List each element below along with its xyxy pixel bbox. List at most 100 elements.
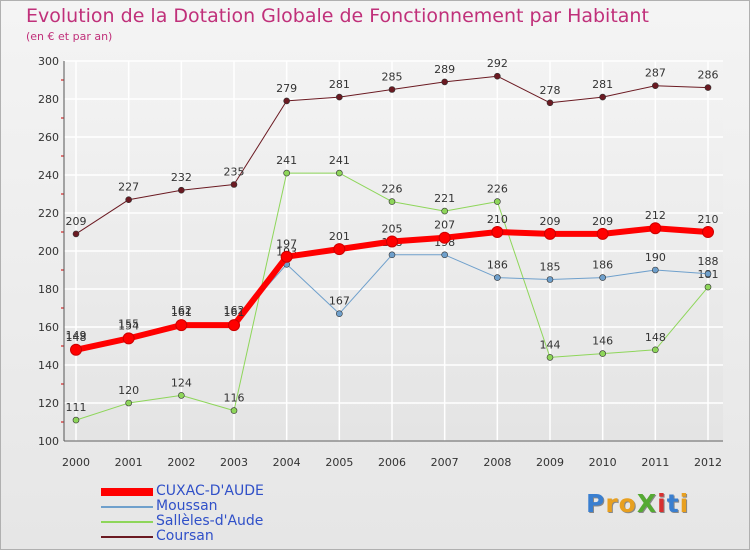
- chart-subtitle: (en € et par an): [26, 30, 113, 43]
- data-point-cuxac-d-aude: [544, 227, 556, 240]
- data-label-coursan: 285: [382, 71, 403, 84]
- data-label-coursan: 281: [592, 78, 613, 91]
- data-label-sall-les-d-aude: 124: [171, 376, 192, 389]
- data-point-moussan: [388, 251, 396, 259]
- data-point-sall-les-d-aude: [72, 416, 80, 424]
- data-label-coursan: 235: [224, 166, 245, 179]
- x-tick-label: 2001: [115, 456, 143, 469]
- data-point-sall-les-d-aude: [230, 407, 238, 414]
- x-tick-label: 2011: [641, 456, 669, 469]
- legend-label: Moussan: [156, 498, 218, 514]
- data-point-coursan: [494, 72, 501, 80]
- data-label-sall-les-d-aude: 226: [487, 183, 508, 196]
- data-point-moussan: [336, 310, 343, 318]
- data-label-sall-les-d-aude: 120: [118, 384, 139, 397]
- data-point-sall-les-d-aude: [652, 346, 659, 354]
- data-point-sall-les-d-aude: [388, 198, 396, 205]
- data-label-moussan: 167: [329, 295, 350, 308]
- proxiti-logo: ProXiti: [586, 489, 689, 518]
- x-tick-label: 2005: [325, 456, 353, 469]
- data-point-sall-les-d-aude: [336, 169, 343, 177]
- data-label-sall-les-d-aude: 146: [592, 335, 613, 348]
- data-label-moussan: 186: [487, 259, 508, 272]
- data-label-cuxac-d-aude: 209: [540, 215, 561, 228]
- legend-swatch: [101, 520, 153, 523]
- data-point-coursan: [546, 99, 554, 107]
- data-point-moussan: [599, 274, 606, 281]
- data-label-cuxac-d-aude: 201: [329, 230, 350, 243]
- x-tick-label: 2004: [273, 456, 301, 469]
- data-label-sall-les-d-aude: 226: [382, 183, 403, 196]
- data-point-coursan: [230, 181, 238, 188]
- data-point-coursan: [72, 230, 80, 238]
- data-point-cuxac-d-aude: [228, 319, 240, 332]
- y-tick-label: 300: [38, 55, 59, 68]
- data-point-coursan: [388, 86, 396, 93]
- data-point-cuxac-d-aude: [122, 332, 135, 345]
- data-label-cuxac-d-aude: 161: [171, 306, 192, 319]
- data-label-coursan: 286: [698, 69, 719, 82]
- y-tick-label: 260: [38, 131, 59, 144]
- data-label-cuxac-d-aude: 161: [224, 306, 245, 319]
- data-point-coursan: [704, 84, 712, 91]
- x-tick-label: 2009: [536, 456, 564, 469]
- data-point-coursan: [652, 82, 659, 89]
- data-point-sall-les-d-aude: [178, 392, 185, 399]
- logo-letter: t: [666, 489, 680, 518]
- data-point-moussan: [494, 274, 501, 281]
- data-label-coursan: 232: [171, 171, 192, 184]
- logo-letter: r: [605, 489, 619, 518]
- data-label-cuxac-d-aude: 148: [66, 331, 87, 344]
- x-tick-label: 2000: [62, 456, 90, 469]
- data-label-coursan: 278: [540, 84, 561, 97]
- data-point-coursan: [599, 93, 606, 101]
- legend-swatch: [101, 535, 153, 538]
- data-point-coursan: [125, 196, 132, 203]
- legend-label: Sallèles-d'Aude: [156, 513, 264, 529]
- data-point-cuxac-d-aude: [491, 226, 504, 238]
- logo-letter: P: [586, 489, 606, 518]
- data-point-moussan: [652, 266, 659, 274]
- data-point-sall-les-d-aude: [704, 283, 712, 291]
- logo-letter: i: [657, 489, 667, 518]
- data-label-sall-les-d-aude: 221: [434, 192, 455, 205]
- data-label-moussan: 190: [645, 251, 666, 264]
- data-label-sall-les-d-aude: 241: [276, 154, 297, 167]
- data-point-coursan: [283, 97, 290, 105]
- data-label-coursan: 227: [118, 181, 139, 194]
- data-label-coursan: 279: [276, 82, 297, 95]
- data-point-coursan: [178, 186, 185, 194]
- y-tick-label: 120: [38, 397, 59, 410]
- data-point-coursan: [441, 78, 448, 86]
- data-point-cuxac-d-aude: [386, 235, 398, 248]
- x-tick-label: 2007: [431, 456, 459, 469]
- legend-item-coursan: Coursan: [101, 529, 264, 544]
- data-point-sall-les-d-aude: [599, 350, 606, 357]
- data-point-moussan: [441, 251, 448, 259]
- y-tick-label: 140: [38, 359, 59, 372]
- data-label-moussan: 185: [540, 261, 561, 274]
- y-tick-label: 180: [38, 283, 59, 296]
- data-label-cuxac-d-aude: 205: [382, 223, 403, 236]
- data-point-sall-les-d-aude: [283, 169, 290, 177]
- y-tick-label: 100: [38, 435, 59, 448]
- y-tick-label: 200: [38, 245, 59, 258]
- data-label-moussan: 149: [66, 329, 87, 342]
- data-label-sall-les-d-aude: 111: [66, 401, 87, 414]
- data-label-moussan: 155: [118, 318, 139, 331]
- data-point-cuxac-d-aude: [596, 227, 609, 240]
- legend-label: Coursan: [156, 528, 214, 544]
- data-label-sall-les-d-aude: 148: [645, 331, 666, 344]
- legend-label: CUXAC-D'AUDE: [156, 483, 264, 499]
- legend-swatch: [101, 505, 153, 508]
- data-point-cuxac-d-aude: [649, 222, 662, 235]
- x-tick-label: 2010: [589, 456, 617, 469]
- data-point-sall-les-d-aude: [125, 399, 132, 407]
- chart-legend: CUXAC-D'AUDE Moussan Sallèles-d'Aude Coursa…: [101, 484, 264, 544]
- data-label-coursan: 289: [434, 63, 455, 76]
- data-label-sall-les-d-aude: 144: [540, 338, 561, 351]
- data-label-sall-les-d-aude: 116: [224, 392, 245, 405]
- data-label-sall-les-d-aude: 241: [329, 154, 350, 167]
